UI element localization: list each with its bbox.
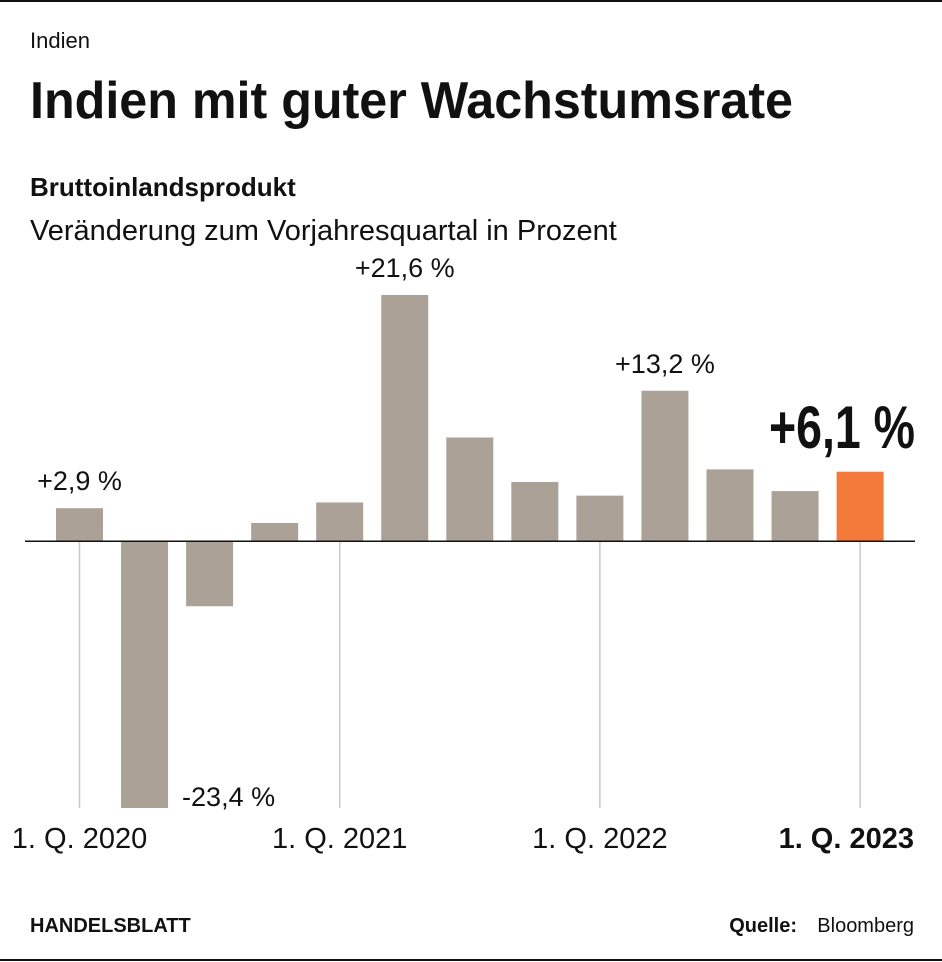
bar xyxy=(251,523,299,542)
x-tick-label: 1. Q. 2022 xyxy=(532,823,667,855)
subtitle: Bruttoinlandsprodukt xyxy=(30,172,296,202)
x-tick-label: 1. Q. 2021 xyxy=(272,823,407,855)
value-label: -23,4 % xyxy=(182,782,275,812)
bar xyxy=(771,491,819,542)
source: Bloomberg xyxy=(817,915,914,937)
bar xyxy=(641,390,689,542)
kicker: Indien xyxy=(30,28,90,53)
value-label: +2,9 % xyxy=(37,466,122,496)
bar xyxy=(446,437,494,542)
description: Veränderung zum Vorjahresquartal in Proz… xyxy=(30,215,617,247)
value-label: +13,2 % xyxy=(615,349,715,379)
x-tick-label: 1. Q. 2023 xyxy=(779,823,914,855)
bar xyxy=(186,541,234,607)
bar xyxy=(706,469,754,542)
brand: HANDELSBLATT xyxy=(30,915,191,937)
bar xyxy=(836,471,884,542)
bar xyxy=(381,295,429,542)
title: Indien mit guter Wachstumsrate xyxy=(30,72,793,130)
bar xyxy=(121,541,169,808)
bar xyxy=(576,495,624,542)
value-label-highlight: +6,1 % xyxy=(769,394,915,461)
source-label: Quelle: xyxy=(729,915,797,937)
bar xyxy=(511,481,559,542)
x-tick-label: 1. Q. 2020 xyxy=(12,823,147,855)
value-label: +21,6 % xyxy=(355,253,455,283)
bar xyxy=(56,508,103,542)
bar xyxy=(316,502,364,542)
